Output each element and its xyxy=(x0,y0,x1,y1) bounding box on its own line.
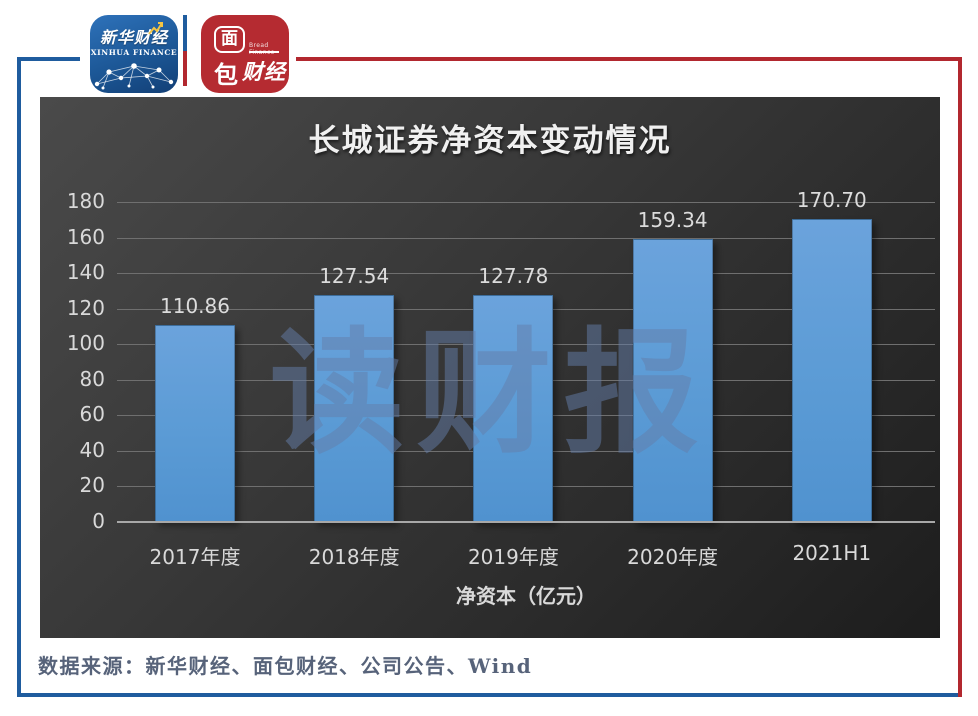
bar-value-label: 127.78 xyxy=(478,263,549,288)
bread-logo-en-text: Bread Finance xyxy=(249,42,274,56)
y-tick-label: 100 xyxy=(66,331,105,356)
bar xyxy=(155,324,235,522)
category-label: 2017年度 xyxy=(149,545,241,569)
bar-value-label: 110.86 xyxy=(160,293,230,318)
y-tick-label: 40 xyxy=(79,437,105,462)
bar-value-label: 127.54 xyxy=(319,264,390,289)
gridline xyxy=(117,273,935,275)
data-source-note: 数据来源：新华财经、面包财经、公司公告、Wind xyxy=(38,654,533,678)
frame-top-border xyxy=(296,57,962,61)
y-tick-label: 120 xyxy=(66,295,105,320)
xinhua-finance-logo: 新华财经 XINHUA FINANCE xyxy=(90,15,178,93)
bar xyxy=(473,294,554,522)
logo-divider-blue xyxy=(183,15,187,51)
bar xyxy=(791,218,872,522)
frame-top-left-segment xyxy=(17,57,80,61)
x-axis-line xyxy=(117,521,935,523)
category-label: 2019年度 xyxy=(467,545,559,569)
y-tick-label: 180 xyxy=(66,189,105,213)
x-axis-title: 净资本（亿元） xyxy=(456,584,596,608)
frame-right-border xyxy=(958,57,962,697)
y-tick-label: 20 xyxy=(79,473,105,498)
network-constellation-icon xyxy=(94,63,174,90)
xinhua-logo-en-text: XINHUA FINANCE xyxy=(90,48,178,57)
gridline xyxy=(117,202,935,203)
gridline xyxy=(117,237,935,239)
bar xyxy=(314,295,395,522)
xinhua-logo-cn-text: 新华财经 xyxy=(99,28,168,47)
y-tick-label: 60 xyxy=(79,402,105,427)
bar-value-label: 159.34 xyxy=(637,207,708,232)
chart-title: 长城证券净资本变动情况 xyxy=(308,123,672,159)
bar-chart: 长城证券净资本变动情况 0 20 40 60 80 100 120 140 160 180 110.… xyxy=(40,97,940,638)
frame-left-border xyxy=(17,57,21,697)
bread-finance-logo: 面 Bread Finance 包 财经 xyxy=(201,15,289,93)
bread-logo-accent-line xyxy=(249,51,279,53)
y-tick-label: 140 xyxy=(66,260,105,285)
logo-divider-red xyxy=(183,51,187,86)
category-label: 2021H1 xyxy=(792,541,872,565)
bar xyxy=(632,238,713,522)
kline-spark-icon xyxy=(148,22,163,35)
bread-logo-mian-char: 面 xyxy=(214,26,245,53)
category-label: 2020年度 xyxy=(627,545,719,569)
y-tick-label: 80 xyxy=(79,366,105,391)
bar-value-label: 170.70 xyxy=(796,187,867,212)
category-label: 2018年度 xyxy=(308,545,400,569)
y-tick-label: 160 xyxy=(66,224,105,249)
bread-logo-bao-char: 包 xyxy=(214,61,238,89)
y-tick-label: 0 xyxy=(92,509,105,533)
bread-logo-caijing-text: 财经 xyxy=(242,60,286,84)
frame-bottom-border xyxy=(17,693,962,697)
